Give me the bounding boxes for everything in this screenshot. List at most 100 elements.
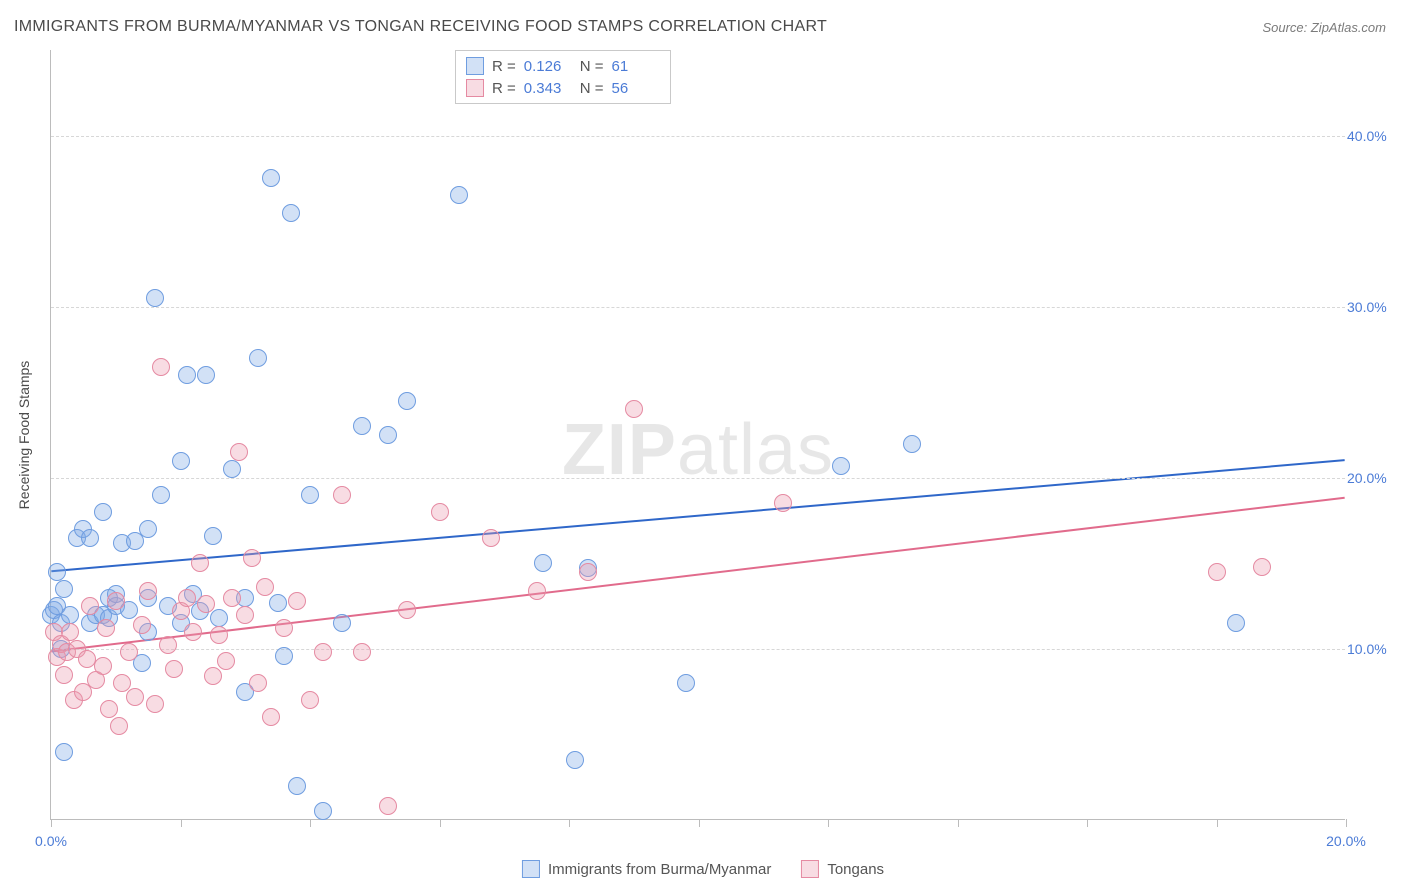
scatter-point [1227, 614, 1245, 632]
x-tick-label: 20.0% [1326, 833, 1366, 849]
r-value: 0.343 [524, 80, 572, 97]
y-axis-title: Receiving Food Stamps [16, 361, 32, 510]
source-prefix: Source: [1262, 20, 1310, 35]
scatter-point [832, 457, 850, 475]
scatter-point [256, 578, 274, 596]
scatter-point [197, 595, 215, 613]
scatter-point [262, 708, 280, 726]
scatter-point [94, 503, 112, 521]
scatter-point [314, 643, 332, 661]
series-legend-item: Tongans [801, 860, 884, 878]
gridline-h [51, 136, 1345, 137]
x-tick [569, 819, 570, 827]
scatter-point [48, 563, 66, 581]
scatter-point [110, 717, 128, 735]
x-tick [51, 819, 52, 827]
r-label: R = [492, 80, 516, 97]
scatter-point [139, 520, 157, 538]
legend-swatch [801, 860, 819, 878]
scatter-point [774, 494, 792, 512]
x-tick [1087, 819, 1088, 827]
scatter-point [579, 563, 597, 581]
scatter-point [379, 426, 397, 444]
scatter-point [333, 486, 351, 504]
scatter-point [379, 797, 397, 815]
scatter-point [333, 614, 351, 632]
scatter-point [178, 366, 196, 384]
scatter-point [139, 582, 157, 600]
scatter-point [152, 486, 170, 504]
scatter-point [100, 700, 118, 718]
scatter-point [55, 580, 73, 598]
scatter-point [223, 589, 241, 607]
scatter-point [210, 609, 228, 627]
r-value: 0.126 [524, 58, 572, 75]
n-label: N = [580, 80, 604, 97]
scatter-point [282, 204, 300, 222]
y-tick-label: 30.0% [1347, 299, 1395, 315]
scatter-point [450, 186, 468, 204]
scatter-point [178, 589, 196, 607]
scatter-point [55, 743, 73, 761]
scatter-point [431, 503, 449, 521]
scatter-point [126, 688, 144, 706]
gridline-h [51, 649, 1345, 650]
scatter-point [204, 527, 222, 545]
n-label: N = [580, 58, 604, 75]
scatter-point [534, 554, 552, 572]
scatter-point [120, 643, 138, 661]
legend-swatch [466, 57, 484, 75]
scatter-point [528, 582, 546, 600]
y-tick-label: 10.0% [1347, 641, 1395, 657]
series-name: Immigrants from Burma/Myanmar [548, 861, 771, 878]
scatter-point [165, 660, 183, 678]
chart-container: IMMIGRANTS FROM BURMA/MYANMAR VS TONGAN … [0, 0, 1406, 892]
y-tick-label: 40.0% [1347, 128, 1395, 144]
scatter-point [236, 606, 254, 624]
scatter-point [243, 549, 261, 567]
legend-swatch [466, 79, 484, 97]
series-name: Tongans [827, 861, 884, 878]
scatter-point [133, 616, 151, 634]
scatter-point [275, 647, 293, 665]
x-tick [1346, 819, 1347, 827]
scatter-point [94, 657, 112, 675]
scatter-point [172, 452, 190, 470]
series-legend-item: Immigrants from Burma/Myanmar [522, 860, 771, 878]
trend-lines-layer [51, 50, 1345, 819]
scatter-point [482, 529, 500, 547]
source-name: ZipAtlas.com [1311, 20, 1386, 35]
scatter-point [301, 486, 319, 504]
scatter-point [269, 594, 287, 612]
scatter-point [210, 626, 228, 644]
scatter-point [107, 592, 125, 610]
legend-swatch [522, 860, 540, 878]
x-tick [181, 819, 182, 827]
scatter-point [249, 674, 267, 692]
scatter-point [398, 392, 416, 410]
scatter-point [249, 349, 267, 367]
scatter-point [223, 460, 241, 478]
chart-title: IMMIGRANTS FROM BURMA/MYANMAR VS TONGAN … [14, 18, 827, 36]
stats-row: R =0.126N =61 [466, 55, 660, 77]
scatter-point [159, 636, 177, 654]
n-value: 61 [612, 58, 660, 75]
scatter-point [61, 623, 79, 641]
series-legend: Immigrants from Burma/Myanmar Tongans [522, 860, 884, 878]
scatter-point [230, 443, 248, 461]
scatter-point [301, 691, 319, 709]
scatter-point [262, 169, 280, 187]
scatter-point [146, 289, 164, 307]
scatter-point [1253, 558, 1271, 576]
scatter-point [55, 666, 73, 684]
scatter-point [81, 529, 99, 547]
scatter-point [81, 597, 99, 615]
scatter-point [353, 643, 371, 661]
x-tick [958, 819, 959, 827]
scatter-point [566, 751, 584, 769]
scatter-point [314, 802, 332, 820]
scatter-point [97, 619, 115, 637]
x-tick [699, 819, 700, 827]
scatter-point [191, 554, 209, 572]
x-tick [440, 819, 441, 827]
